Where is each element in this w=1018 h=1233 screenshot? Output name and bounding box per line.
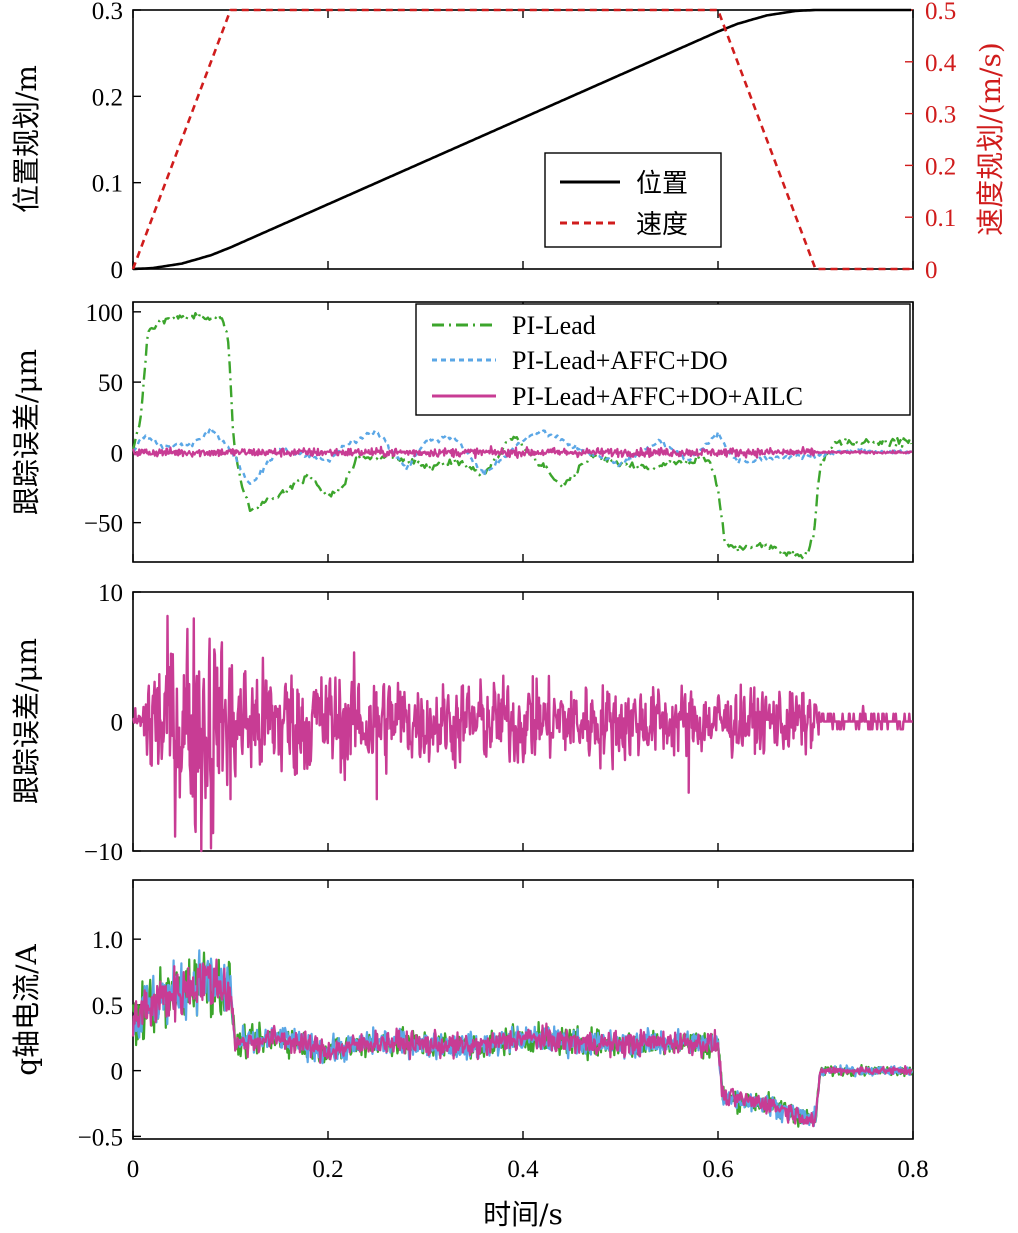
y-tick-label: 0.5 xyxy=(92,993,123,1020)
y-tick-label: −0.5 xyxy=(78,1124,123,1151)
panel-d-xticks: 0 0.2 0.4 0.6 0.8 xyxy=(127,880,929,1183)
panel-a-legend-box xyxy=(544,152,722,248)
panel-c-yticks: −10 0 10 xyxy=(84,580,141,866)
velocity-series-line xyxy=(131,8,913,271)
panel-q-axis-current: −0.500.51.0 0 0.2 0.4 0.6 0.8 q轴电流/A 时间/s xyxy=(10,879,929,1231)
y-tick-label: 0.2 xyxy=(92,84,123,111)
y-tick-label: 0.5 xyxy=(925,0,956,25)
y-tick-label: 50 xyxy=(98,370,123,397)
y-tick-label: 0 xyxy=(111,440,124,467)
y-tick-label: 0.1 xyxy=(925,205,956,232)
panel-b-ylabel: 跟踪误差/μm xyxy=(10,349,43,515)
ailc-series-line xyxy=(131,445,913,460)
x-tick-label: 0.4 xyxy=(507,1156,539,1183)
panel-position-velocity: 0 0.1 0.2 0.3 0 0.1 0.2 0.3 0.4 0.5 位置规划/m 速度规划/… xyxy=(10,0,1007,284)
y-tick-label: 0.2 xyxy=(925,153,956,180)
x-axis-label: 时间/s xyxy=(483,1198,563,1231)
legend-affc-do-label: PI-Lead+AFFC+DO xyxy=(512,346,728,375)
panel-d-ylabel: q轴电流/A xyxy=(10,943,43,1075)
panel-a-yticks: 0 0.1 0.2 0.3 xyxy=(92,0,141,284)
panel-a-ylabel: 位置规划/m xyxy=(10,65,43,213)
x-tick-label: 0 xyxy=(127,1156,140,1183)
panel-c-ylabel: 跟踪误差/μm xyxy=(10,638,43,804)
y-tick-label: 0.3 xyxy=(925,102,956,129)
pilead-series-line xyxy=(131,312,913,560)
position-series-line xyxy=(132,8,912,271)
ailc-error-series-line xyxy=(132,614,914,853)
ailc-current-series-line xyxy=(131,958,913,1128)
legend-velocity-label: 速度 xyxy=(636,210,688,240)
y-tick-label: 10 xyxy=(98,580,123,607)
panel-b-legend: PI-Lead PI-Lead+AFFC+DO PI-Lead+AFFC+DO+… xyxy=(415,303,911,416)
panel-a-ylabel-right: 速度规划/(m/s) xyxy=(974,42,1007,236)
panel-c-xticks xyxy=(132,592,914,851)
panel-tracking-error-comparison: −50 0 50 100 跟踪误差/μm PI-Lead PI-Lead+AFFC+D… xyxy=(10,300,914,563)
panel-b-yticks: −50 0 50 100 xyxy=(84,300,141,538)
panel-a-xticks xyxy=(132,10,914,269)
y-tick-label: 100 xyxy=(86,300,124,327)
y-tick-label: 0.3 xyxy=(92,0,123,25)
y-tick-label: 0.4 xyxy=(925,50,957,77)
y-tick-label: 0 xyxy=(925,257,938,284)
panel-d-frame xyxy=(132,879,914,1140)
panel-a-frame xyxy=(132,9,914,270)
y-tick-label: 0 xyxy=(111,1059,124,1086)
legend-ailc-label: PI-Lead+AFFC+DO+AILC xyxy=(512,382,803,411)
y-tick-label: 0.1 xyxy=(92,171,123,198)
x-tick-label: 0.8 xyxy=(897,1156,928,1183)
legend-position-label: 位置 xyxy=(636,169,688,199)
legend-pilead-label: PI-Lead xyxy=(512,311,596,340)
panel-b-legend-box xyxy=(415,303,911,416)
y-tick-label: 0 xyxy=(111,710,124,737)
panel-a-series xyxy=(131,8,913,271)
x-tick-label: 0.6 xyxy=(702,1156,733,1183)
panel-a-legend: 位置 速度 xyxy=(544,152,722,248)
affc-do-series-line xyxy=(132,426,913,485)
panel-d-yticks: −0.5 0 0.5 1.0 xyxy=(78,927,141,1151)
y-tick-label: −10 xyxy=(84,839,123,866)
y-tick-label: 0 xyxy=(111,257,124,284)
y-tick-label: 1.0 xyxy=(92,927,123,954)
panel-tracking-error-ailc: −10 0 10 跟踪误差/μm xyxy=(10,580,914,866)
x-tick-label: 0.2 xyxy=(312,1156,343,1183)
panel-d-series xyxy=(131,949,914,1128)
panel-a-yticks-right: 0 0.1 0.2 0.3 0.4 0.5 xyxy=(905,0,957,284)
panel-c-series xyxy=(132,614,914,853)
y-tick-label: −50 xyxy=(84,511,123,538)
panel-b-series xyxy=(131,312,913,560)
